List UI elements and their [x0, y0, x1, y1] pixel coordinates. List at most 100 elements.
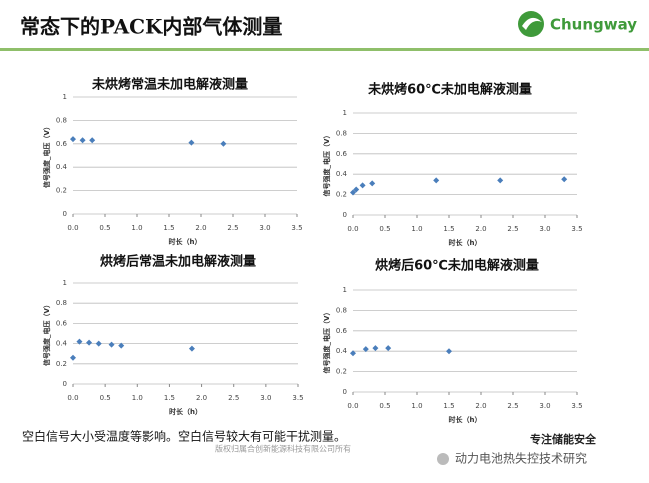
- point: [353, 186, 360, 193]
- x-tick-label: 0.0: [67, 224, 78, 232]
- y-axis-label: 信号强度_电压（V）: [42, 123, 51, 188]
- point: [76, 338, 83, 345]
- y-tick-label: 0: [343, 211, 347, 219]
- y-tick-label: 1: [343, 109, 347, 117]
- x-tick-label: 2.5: [507, 225, 518, 233]
- point: [433, 177, 440, 184]
- y-tick-label: 0: [343, 388, 347, 396]
- y-tick-label: 0.8: [56, 116, 67, 124]
- x-tick-label: 1.0: [132, 394, 143, 402]
- y-tick-label: 0.6: [336, 327, 348, 335]
- y-tick-label: 0.4: [336, 170, 348, 178]
- x-tick-label: 1.5: [163, 224, 174, 232]
- x-tick-label: 3.0: [539, 402, 550, 410]
- y-tick-label: 0.8: [336, 306, 347, 314]
- y-tick-label: 1: [63, 279, 67, 287]
- x-tick-label: 3.5: [292, 394, 303, 402]
- y-tick-label: 1: [343, 286, 347, 294]
- x-tick-label: 1.5: [164, 394, 175, 402]
- point: [359, 182, 366, 189]
- x-tick-label: 1.0: [411, 225, 422, 233]
- chart-title: 烘烤后常温未加电解液测量: [100, 254, 256, 270]
- logo-swirl: [522, 17, 542, 30]
- point: [220, 140, 227, 147]
- y-tick-label: 0.6: [56, 319, 68, 327]
- wechat-icon: [437, 453, 449, 465]
- slogan: 专注储能安全: [530, 432, 597, 446]
- y-tick-label: 0.4: [56, 163, 68, 171]
- point: [362, 346, 369, 353]
- x-tick-label: 3.0: [259, 224, 270, 232]
- x-tick-label: 0.5: [379, 225, 390, 233]
- chart-title: 未烘烤常温未加电解液测量: [91, 77, 248, 93]
- x-tick-label: 2.5: [228, 394, 239, 402]
- point: [446, 348, 452, 355]
- x-tick-label: 3.5: [571, 402, 582, 410]
- y-axis-label: 信号强度_电压（V）: [322, 309, 331, 374]
- x-tick-label: 1.5: [443, 402, 454, 410]
- y-tick-label: 0.2: [336, 368, 347, 376]
- point: [561, 176, 568, 183]
- chart-title: 烘烤后60℃未加电解液测量: [375, 258, 539, 274]
- point: [350, 350, 356, 357]
- x-tick-label: 2.5: [227, 224, 238, 232]
- point: [369, 180, 376, 187]
- x-axis-label: 时长（h）: [169, 237, 202, 246]
- x-tick-label: 3.5: [291, 224, 302, 232]
- x-tick-label: 3.0: [260, 394, 271, 402]
- point: [70, 354, 76, 361]
- y-tick-label: 0.8: [56, 299, 67, 307]
- x-tick-label: 0.0: [347, 402, 358, 410]
- y-tick-label: 0: [63, 210, 67, 218]
- y-axis-label: 信号强度_电压（V）: [42, 301, 51, 366]
- y-tick-label: 0.6: [56, 140, 68, 148]
- point: [385, 345, 392, 352]
- y-tick-label: 0: [63, 380, 67, 388]
- note: 空白信号大小受温度等影响。空白信号较大有可能干扰测量。: [22, 429, 346, 444]
- logo-text: Chungway: [550, 16, 637, 34]
- point: [372, 345, 379, 352]
- header-rule: [0, 48, 649, 51]
- point: [89, 137, 96, 144]
- x-tick-label: 3.5: [571, 225, 582, 233]
- x-axis-label: 时长（h）: [449, 415, 482, 424]
- x-tick-label: 1.0: [411, 402, 422, 410]
- x-tick-label: 2.0: [196, 394, 207, 402]
- y-tick-label: 0.2: [56, 360, 67, 368]
- y-tick-label: 0.4: [336, 347, 348, 355]
- account: 动力电池热失控技术研究: [455, 451, 587, 466]
- point: [188, 139, 195, 146]
- slide-title: 常态下的PACK内部气体测量: [20, 15, 282, 39]
- point: [95, 340, 102, 347]
- x-tick-label: 0.5: [379, 402, 390, 410]
- y-tick-label: 0.2: [56, 187, 67, 195]
- x-tick-label: 3.0: [539, 225, 550, 233]
- point: [86, 339, 93, 346]
- point: [108, 341, 115, 348]
- y-tick-label: 0.4: [56, 340, 68, 348]
- x-tick-label: 0.5: [100, 394, 111, 402]
- y-axis-label: 信号强度_电压（V）: [322, 132, 331, 197]
- x-tick-label: 2.0: [475, 225, 486, 233]
- x-tick-label: 0.0: [67, 394, 78, 402]
- y-tick-label: 1: [63, 93, 67, 101]
- x-tick-label: 0.5: [99, 224, 110, 232]
- y-tick-label: 0.6: [336, 150, 348, 158]
- x-tick-label: 2.0: [195, 224, 206, 232]
- x-tick-label: 1.5: [443, 225, 454, 233]
- chart-title: 未烘烤60℃未加电解液测量: [367, 82, 532, 98]
- x-axis-label: 时长（h）: [169, 407, 202, 416]
- logo-icon: [518, 11, 544, 37]
- point: [188, 345, 195, 352]
- point: [118, 342, 125, 349]
- x-tick-label: 2.5: [507, 402, 518, 410]
- point: [497, 177, 504, 184]
- x-tick-label: 2.0: [475, 402, 486, 410]
- x-axis-label: 时长（h）: [449, 238, 482, 247]
- point: [70, 136, 76, 143]
- x-tick-label: 0.0: [347, 225, 358, 233]
- y-tick-label: 0.8: [336, 129, 347, 137]
- point: [79, 137, 86, 144]
